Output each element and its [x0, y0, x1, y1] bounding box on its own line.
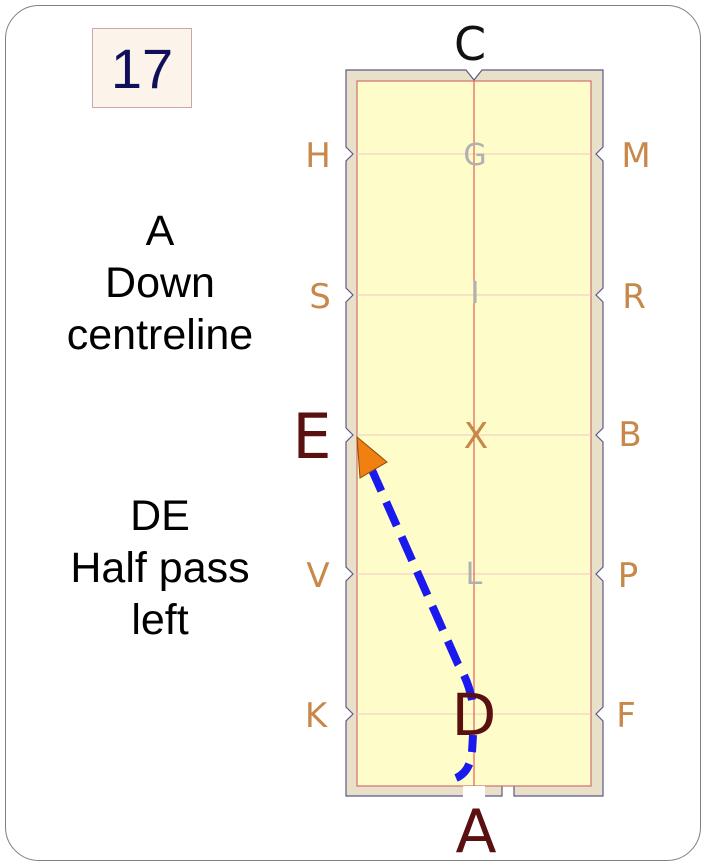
- marker-center-x: X: [464, 416, 489, 457]
- marker-right-f: F: [616, 696, 636, 736]
- marker-center-i: I: [471, 276, 480, 311]
- instruction-line: centreline: [66, 311, 254, 359]
- instruction-second: DE Half pass left: [20, 490, 300, 646]
- instruction-line: Half pass: [70, 544, 250, 592]
- instruction-line: A: [145, 207, 175, 255]
- marker-bottom: A: [455, 797, 496, 867]
- path-half-pass: [368, 468, 476, 701]
- marker-right-m: M: [621, 136, 650, 176]
- marker-right-b: B: [618, 415, 641, 455]
- marker-left-h: H: [305, 136, 331, 176]
- marker-top: C: [454, 17, 486, 71]
- movement-number-badge: 17: [92, 28, 192, 108]
- marker-left-k: K: [305, 696, 329, 736]
- marker-right-r: R: [622, 277, 646, 317]
- marker-right-p: P: [618, 556, 639, 596]
- marker-center-l: L: [466, 557, 483, 592]
- marker-center-g: G: [463, 138, 486, 173]
- marker-center-d: D: [452, 681, 497, 749]
- instruction-line: left: [131, 596, 189, 644]
- path-centreline-entry: [454, 734, 477, 782]
- instruction-line: DE: [130, 492, 190, 540]
- instruction-first: A Down centreline: [20, 205, 300, 361]
- marker-left-v: V: [306, 556, 329, 596]
- marker-left-e: E: [292, 400, 331, 473]
- direction-arrow-icon: [356, 435, 388, 479]
- marker-left-s: S: [309, 277, 331, 317]
- instruction-line: Down: [105, 259, 215, 307]
- entry-gap: [463, 786, 485, 798]
